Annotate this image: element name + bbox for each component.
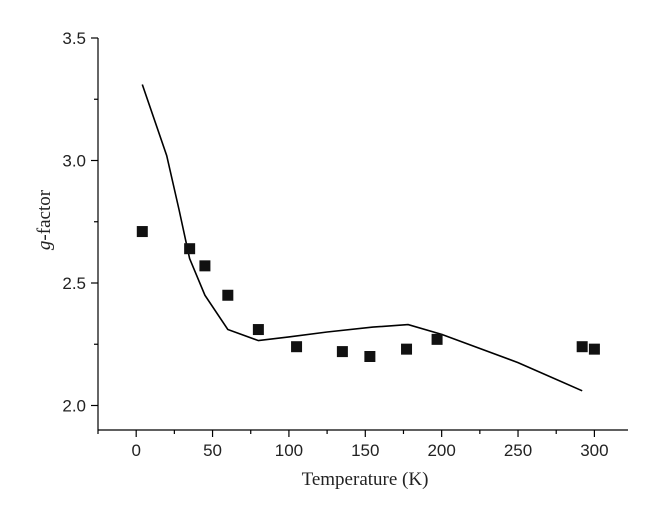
data-points [136,226,600,362]
fit-curve [141,84,583,392]
y-tick-label: 2.0 [62,397,86,416]
y-axis-title-italic: g [34,241,55,251]
data-point [336,346,348,358]
data-point [199,260,211,272]
data-point [401,343,413,355]
x-tick-label: 100 [275,441,303,460]
data-point [291,341,303,353]
x-tick-label: 0 [131,441,140,460]
x-tick-label: 300 [580,441,608,460]
data-point [252,324,264,336]
y-tick-label: 2.5 [62,274,86,293]
data-point [588,343,600,355]
data-point [136,226,148,238]
data-point [431,333,443,345]
data-point [184,243,196,255]
y-axis-title-rest: -factor [34,189,55,240]
y-tick-label: 3.5 [62,29,86,48]
data-point [576,341,588,353]
axes [97,38,628,431]
x-tick-label: 150 [351,441,379,460]
tick-labels: 0 50 100 150 200 250 300 2.0 2.5 3.0 3.5 [62,29,608,460]
y-tick-label: 3.0 [62,152,86,171]
fit-curve-line [141,84,583,392]
x-tick-label: 50 [203,441,222,460]
x-tick-label: 250 [504,441,532,460]
x-tick-label: 200 [427,441,455,460]
x-axis-title: Temperature (K) [302,469,429,490]
tick-marks [91,37,595,437]
data-point [364,351,376,362]
y-axis-title: g-factor [34,189,55,250]
data-point [222,289,234,301]
